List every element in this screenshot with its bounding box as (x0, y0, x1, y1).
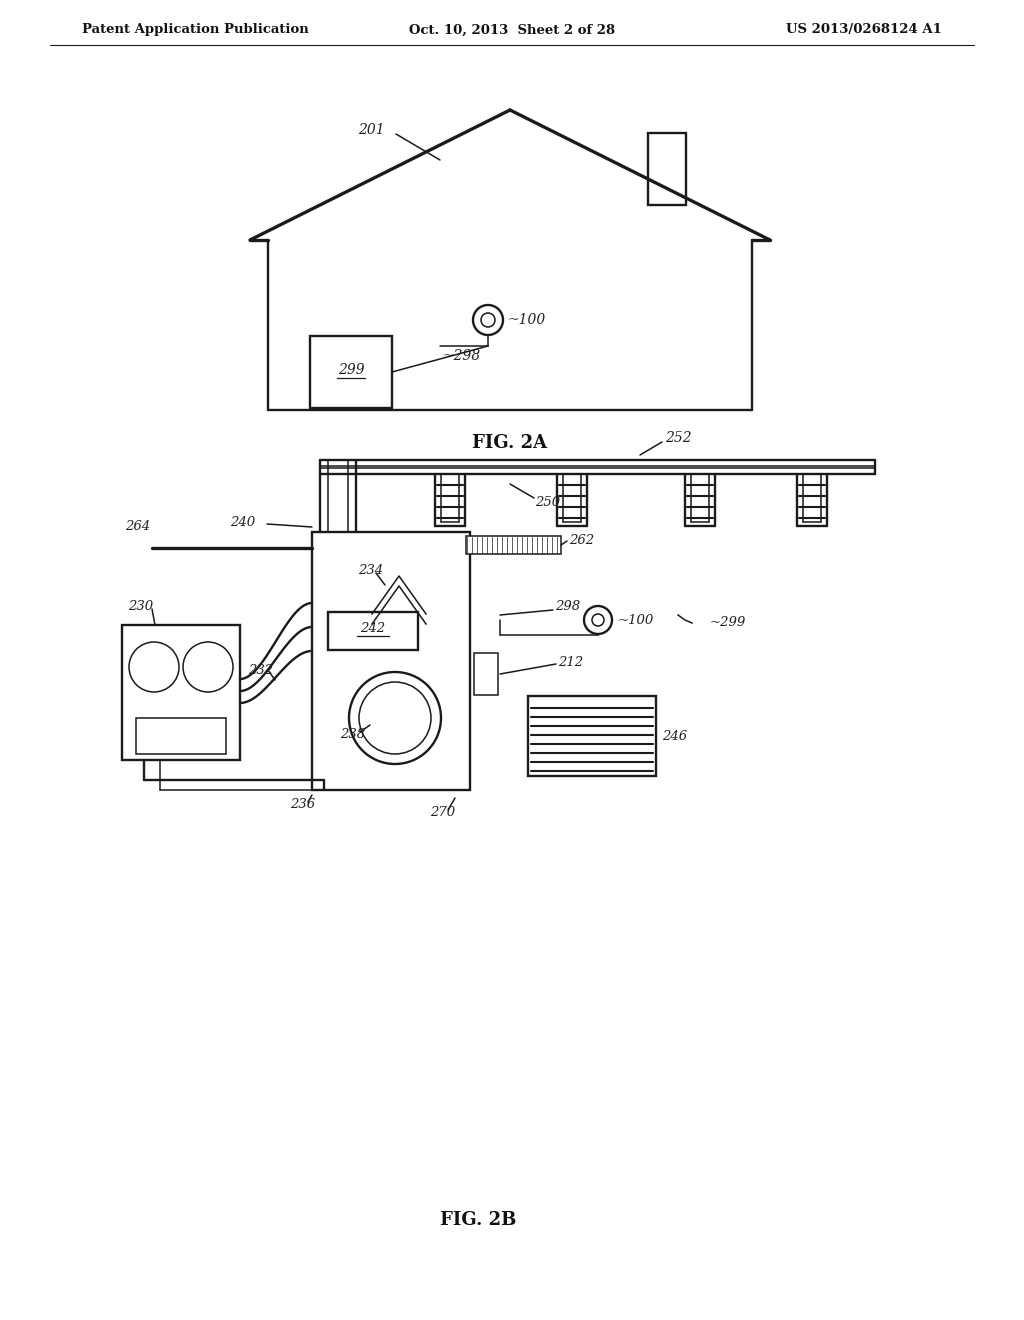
Text: FIG. 2B: FIG. 2B (440, 1210, 516, 1229)
Text: Oct. 10, 2013  Sheet 2 of 28: Oct. 10, 2013 Sheet 2 of 28 (409, 24, 615, 37)
Text: 250: 250 (535, 495, 560, 508)
Text: 232: 232 (248, 664, 273, 676)
Text: 238: 238 (340, 729, 366, 742)
Text: 234: 234 (358, 564, 383, 577)
Circle shape (473, 305, 503, 335)
Circle shape (129, 642, 179, 692)
Bar (648, 133, 686, 205)
Bar (312, 532, 470, 789)
Text: ~299: ~299 (710, 615, 746, 628)
Text: 252: 252 (665, 432, 691, 445)
Text: 270: 270 (430, 805, 455, 818)
Text: 246: 246 (662, 730, 687, 742)
Bar (328, 612, 418, 649)
Text: 212: 212 (558, 656, 583, 668)
Circle shape (183, 642, 233, 692)
Circle shape (349, 672, 441, 764)
Text: US 2013/0268124 A1: US 2013/0268124 A1 (786, 24, 942, 37)
Text: 236: 236 (290, 799, 315, 812)
Text: 240: 240 (230, 516, 255, 528)
Text: 230: 230 (128, 601, 154, 614)
Text: ~100: ~100 (618, 614, 654, 627)
Bar (136, 718, 226, 754)
Bar (466, 536, 561, 554)
Circle shape (592, 614, 604, 626)
Text: FIG. 2A: FIG. 2A (472, 434, 548, 451)
Text: 201: 201 (358, 123, 385, 137)
Bar (474, 653, 498, 696)
Circle shape (584, 606, 612, 634)
Text: Patent Application Publication: Patent Application Publication (82, 24, 309, 37)
Circle shape (481, 313, 495, 327)
Circle shape (359, 682, 431, 754)
Text: ~100: ~100 (508, 313, 546, 327)
Bar (122, 624, 240, 760)
Bar (528, 696, 656, 776)
Text: 242: 242 (360, 623, 386, 635)
Text: 264: 264 (125, 520, 150, 532)
Bar (310, 337, 392, 408)
Text: ~298: ~298 (443, 348, 481, 363)
Text: 299: 299 (338, 363, 365, 378)
Text: 298: 298 (555, 599, 581, 612)
Text: 262: 262 (569, 535, 594, 548)
